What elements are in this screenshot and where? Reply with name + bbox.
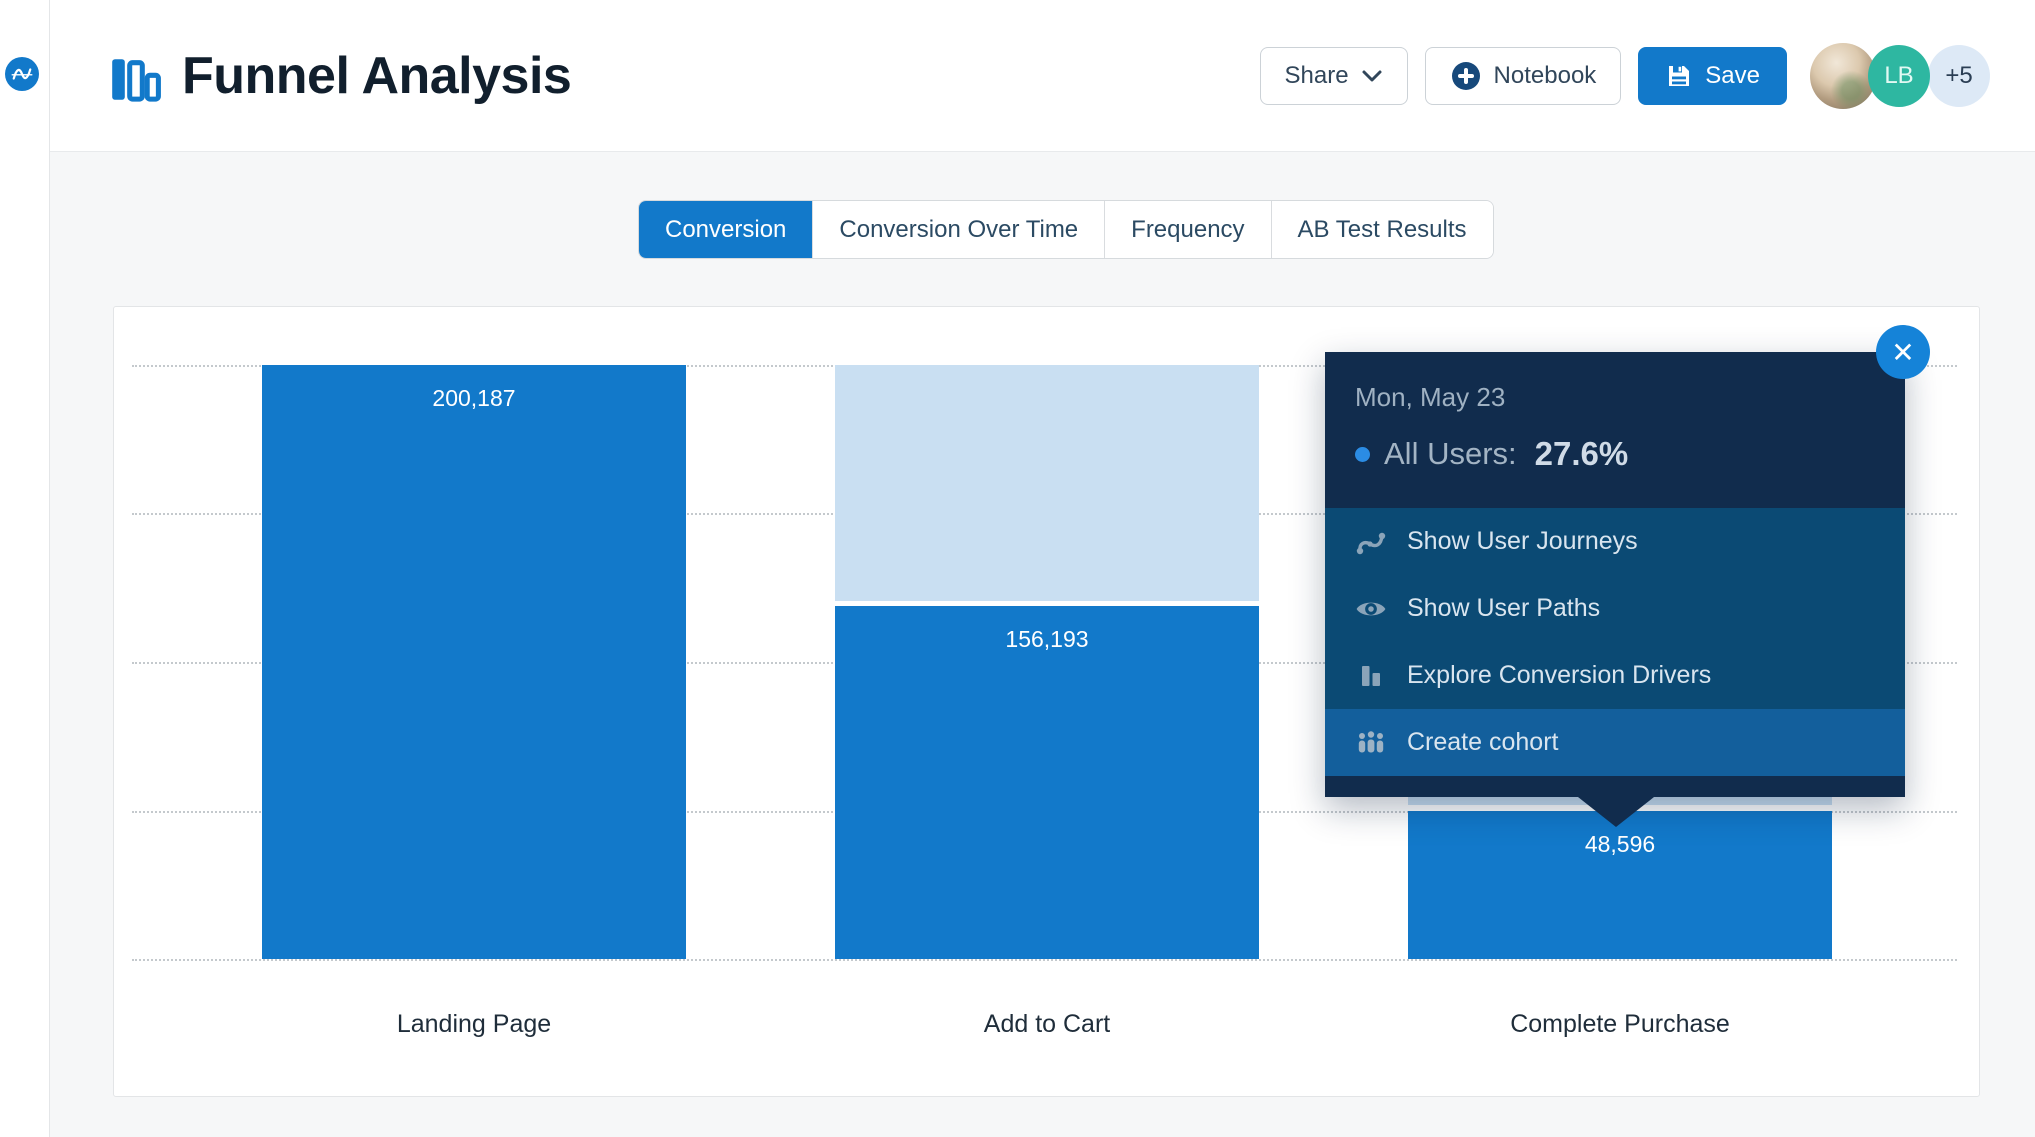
bar-chart-icon bbox=[1362, 665, 1380, 686]
page-title: Funnel Analysis bbox=[182, 46, 572, 105]
bar-value-label: 156,193 bbox=[1005, 626, 1089, 652]
amplitude-logo-icon[interactable] bbox=[5, 57, 39, 91]
save-button[interactable]: Save bbox=[1638, 46, 1787, 105]
tab-frequency[interactable]: Frequency bbox=[1104, 201, 1271, 258]
tooltip-header: Mon, May 23 All Users: 27.6% bbox=[1325, 352, 1905, 508]
tooltip-close-button[interactable]: ✕ bbox=[1876, 325, 1930, 379]
avatar-initials[interactable]: LB bbox=[1868, 44, 1930, 107]
tooltip-series-row: All Users: 27.6% bbox=[1355, 435, 1875, 473]
funnel-bar-add-to-cart-total[interactable] bbox=[835, 365, 1259, 601]
tab-conversion[interactable]: Conversion bbox=[639, 201, 813, 258]
save-floppy-icon bbox=[1669, 65, 1690, 86]
tab-conversion-over-time[interactable]: Conversion Over Time bbox=[812, 201, 1105, 258]
funnel-bar-landing-page[interactable]: 200,187 bbox=[262, 365, 686, 959]
series-color-dot bbox=[1355, 446, 1370, 462]
tooltip-menu: Show User Journeys Show User Paths Explo… bbox=[1325, 508, 1905, 776]
eye-icon bbox=[1356, 602, 1386, 615]
tooltip-date: Mon, May 23 bbox=[1355, 382, 1506, 412]
tooltip-arrow bbox=[1578, 797, 1654, 827]
x-axis-label-landing-page: Landing Page bbox=[396, 1010, 552, 1038]
menu-item-show-user-paths[interactable]: Show User Paths bbox=[1325, 575, 1905, 642]
share-button[interactable]: Share bbox=[1259, 46, 1408, 105]
share-label: Share bbox=[1284, 61, 1349, 89]
gridline bbox=[132, 959, 1957, 961]
avatar-overflow-count[interactable]: +5 bbox=[1928, 44, 1990, 107]
bar-value-label: 48,596 bbox=[1584, 831, 1656, 857]
save-label: Save bbox=[1705, 61, 1760, 89]
title-group: Funnel Analysis bbox=[108, 46, 572, 106]
series-value: 27.6% bbox=[1534, 435, 1629, 472]
tab-ab-test-results[interactable]: AB Test Results bbox=[1270, 201, 1493, 258]
bar-tooltip: Mon, May 23 All Users: 27.6% Show User J… bbox=[1325, 325, 1930, 827]
people-icon bbox=[1358, 730, 1384, 752]
funnel-chart-icon bbox=[112, 58, 161, 102]
tooltip-footer bbox=[1325, 776, 1905, 797]
x-axis-label-complete-purchase: Complete Purchase bbox=[1510, 1010, 1730, 1038]
notebook-label: Notebook bbox=[1493, 61, 1597, 89]
funnel-bar-add-to-cart[interactable]: 156,193 bbox=[835, 606, 1259, 959]
header-bar: Funnel Analysis Share Notebook bbox=[50, 0, 2035, 152]
notebook-button[interactable]: Notebook bbox=[1424, 46, 1622, 105]
header-actions: Share Notebook bbox=[1259, 42, 1990, 109]
menu-item-create-cohort[interactable]: Create cohort bbox=[1325, 709, 1905, 776]
chevron-down-icon bbox=[1362, 70, 1382, 81]
avatar-photo[interactable] bbox=[1810, 42, 1876, 109]
avatar-group: LB +5 bbox=[1810, 42, 1990, 109]
x-axis-label-add-to-cart: Add to Cart bbox=[983, 1010, 1111, 1038]
left-rail bbox=[0, 0, 50, 1137]
series-label: All Users: bbox=[1384, 436, 1517, 471]
menu-item-explore-conversion-drivers[interactable]: Explore Conversion Drivers bbox=[1325, 642, 1905, 709]
chart-tabs: Conversion Conversion Over Time Frequenc… bbox=[638, 200, 1494, 259]
bar-value-label: 200,187 bbox=[432, 385, 516, 411]
menu-item-show-user-journeys[interactable]: Show User Journeys bbox=[1325, 508, 1905, 575]
funnel-bar-complete-purchase[interactable]: 48,596 bbox=[1408, 811, 1832, 959]
journeys-icon bbox=[1356, 532, 1386, 554]
plus-circle-icon bbox=[1451, 61, 1480, 90]
